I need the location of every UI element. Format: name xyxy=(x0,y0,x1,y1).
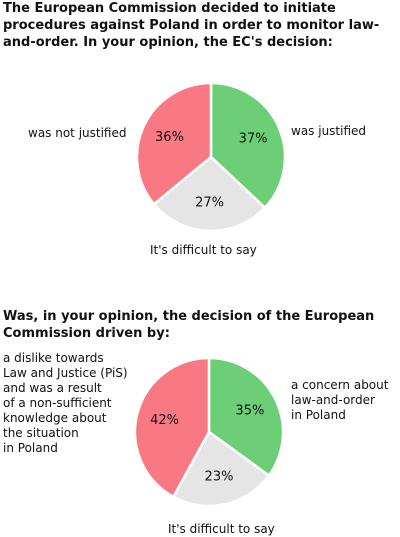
chart1-slice-not-justified xyxy=(135,81,213,206)
chart1-value-justified: 37% xyxy=(239,131,268,146)
chart2-label-dislike: a dislike towards Law and Justice (PiS) … xyxy=(3,351,128,455)
chart1-slice-difficult xyxy=(152,155,267,233)
chart2-value-concern: 35% xyxy=(235,404,264,419)
chart1-label-difficult: It's difficult to say xyxy=(150,243,257,257)
chart2-label-concern: a concern about law-and-order in Poland xyxy=(291,378,389,422)
pie-chart-2: 35% 23% 42% xyxy=(133,356,285,508)
chart2-value-difficult: 23% xyxy=(205,469,234,484)
chart2-slice-difficult xyxy=(171,430,271,508)
chart1-slice-justified xyxy=(209,81,287,210)
chart2-slice-dislike xyxy=(133,356,211,499)
chart2-title: Was, in your opinion, the decision of th… xyxy=(3,309,375,341)
chart1-label-justified: was justified xyxy=(291,124,367,138)
pie-chart-1: 37% 27% 36% xyxy=(135,81,287,233)
chart2-slice-concern xyxy=(207,356,285,478)
chart1-label-not-justified: was not justified xyxy=(28,126,127,140)
chart2-label-difficult: It's difficult to say xyxy=(168,522,275,536)
chart2-value-dislike: 42% xyxy=(150,413,179,428)
chart1-value-not-justified: 36% xyxy=(155,130,184,145)
chart1-value-difficult: 27% xyxy=(195,195,224,210)
chart1-title: The European Commission decided to initi… xyxy=(3,1,380,50)
